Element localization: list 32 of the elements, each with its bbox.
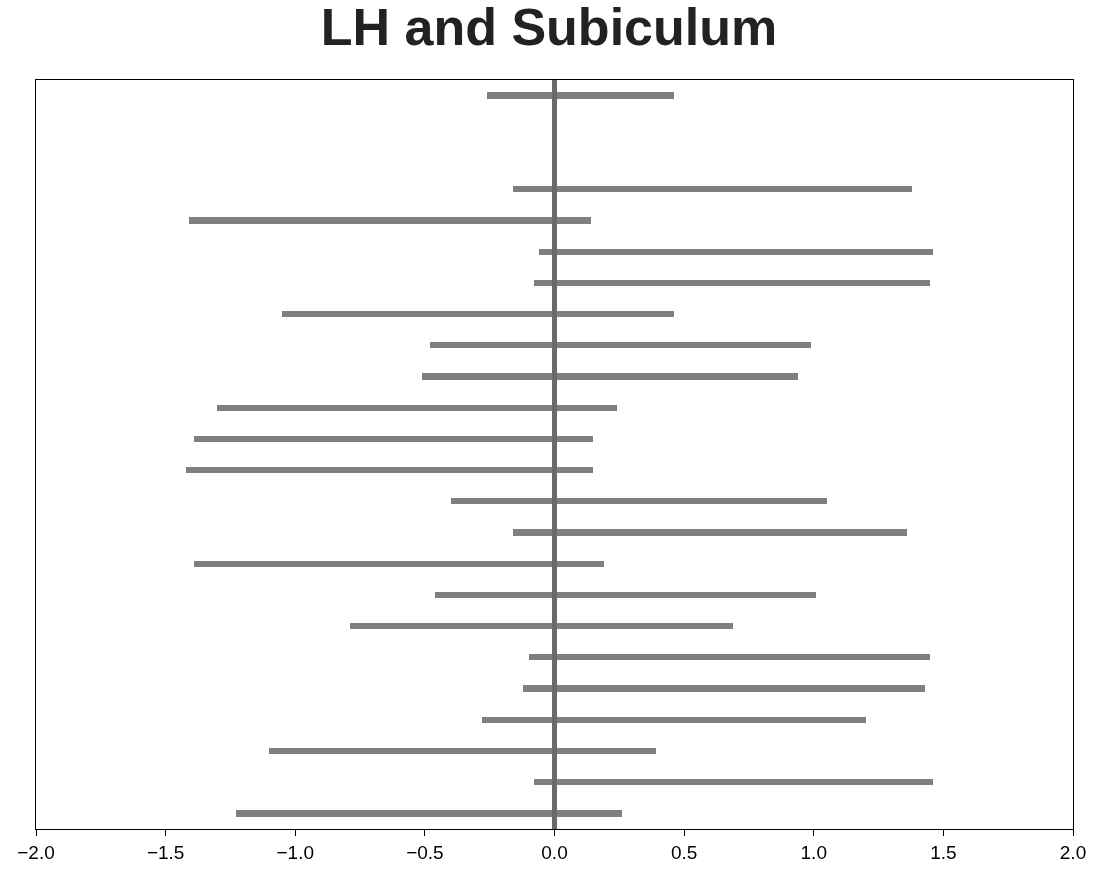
bar <box>451 498 827 504</box>
x-tick-label: 0.5 <box>670 841 698 863</box>
bar <box>534 280 930 286</box>
bar <box>523 685 925 692</box>
chart-title: LH and Subiculum <box>320 0 778 57</box>
bar <box>529 654 930 660</box>
bar <box>236 810 622 817</box>
x-tick-label: −1.5 <box>146 841 185 863</box>
x-tick-label: 0.0 <box>541 841 568 863</box>
bar <box>513 186 912 192</box>
x-tick-label: −2.0 <box>17 841 55 863</box>
bar <box>539 249 933 255</box>
x-tick-label: 2.0 <box>1059 841 1087 863</box>
bar <box>534 779 933 785</box>
bar <box>487 92 674 99</box>
bar <box>430 342 811 348</box>
bar <box>186 467 593 473</box>
bar <box>422 373 798 380</box>
x-tick-label: 1.5 <box>930 841 957 863</box>
x-tick-label: −0.5 <box>406 841 444 863</box>
bar <box>194 436 593 442</box>
bar <box>194 561 604 567</box>
bar <box>435 592 816 598</box>
x-tick-label: −1.0 <box>276 841 315 863</box>
bar <box>482 717 866 723</box>
bar <box>513 529 907 536</box>
bar <box>282 311 674 317</box>
bar <box>269 748 656 754</box>
bar <box>350 623 733 629</box>
bar <box>217 405 617 411</box>
bar <box>189 217 591 224</box>
x-tick-label: 1.0 <box>800 841 827 863</box>
